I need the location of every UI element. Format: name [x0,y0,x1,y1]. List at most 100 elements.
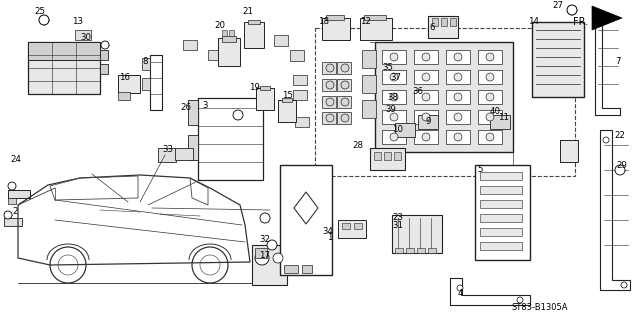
Text: 40: 40 [489,108,500,116]
Bar [175,148,193,160]
Bar [480,172,522,180]
Text: 23: 23 [392,213,403,222]
Bar [382,50,406,64]
Bar [282,98,292,102]
Text: 3: 3 [202,100,208,109]
Bar [532,22,584,97]
Bar [142,78,150,90]
Bar [480,228,522,236]
Text: 17: 17 [260,251,271,260]
Bar [278,100,296,122]
Bar [428,248,436,253]
Text: 31: 31 [392,220,403,229]
Circle shape [255,251,269,265]
Bar [222,30,227,36]
Bar [337,112,351,124]
Bar [394,152,401,160]
Text: 16: 16 [119,74,131,83]
Bar [441,18,447,26]
Bar [418,115,438,129]
Bar [480,200,522,208]
Bar [150,55,162,110]
Bar [478,110,502,124]
Bar [188,135,198,160]
Bar [280,165,332,275]
Bar [382,130,406,144]
Text: 39: 39 [385,106,396,115]
Circle shape [454,113,462,121]
Bar [364,15,386,20]
Bar [417,248,425,253]
Text: 37: 37 [390,74,401,83]
Bar [362,100,376,118]
Bar [478,90,502,104]
Text: 20: 20 [214,20,225,29]
Circle shape [454,73,462,81]
Circle shape [390,113,398,121]
Text: 32: 32 [260,236,271,244]
Bar [490,115,510,129]
Circle shape [326,81,334,89]
Text: 28: 28 [353,140,364,149]
Bar [100,64,108,74]
Circle shape [341,81,349,89]
Text: 13: 13 [73,18,84,27]
Bar [374,152,381,160]
Bar [244,22,264,48]
Text: 34: 34 [322,228,334,236]
Text: 6: 6 [429,23,434,33]
Bar [370,148,405,170]
Bar [322,112,336,124]
Bar [222,36,236,42]
Circle shape [341,98,349,106]
Text: 8: 8 [142,58,148,67]
Bar [218,38,240,66]
Text: 36: 36 [413,87,424,97]
Text: 15: 15 [283,91,293,100]
Bar [362,50,376,68]
Bar [229,30,234,36]
Bar [28,42,100,94]
Circle shape [457,285,463,291]
Bar [406,248,414,253]
Circle shape [422,133,430,141]
Bar [446,130,470,144]
Bar [414,130,438,144]
Text: 1: 1 [327,234,333,243]
Bar [360,18,392,40]
Circle shape [267,240,277,250]
Circle shape [621,282,627,288]
Bar [188,100,198,125]
Bar [293,75,307,85]
Text: FR.: FR. [573,17,588,27]
Text: 35: 35 [383,63,394,73]
Bar [362,75,376,93]
Bar [315,28,575,176]
Bar [432,18,438,26]
Polygon shape [592,6,622,30]
Circle shape [341,114,349,122]
Text: 7: 7 [615,58,621,67]
Circle shape [390,73,398,81]
Circle shape [101,41,109,49]
Circle shape [341,64,349,72]
Text: 27: 27 [553,2,563,11]
Bar [560,140,578,162]
Bar [395,248,403,253]
Text: 21: 21 [242,7,253,17]
Bar [446,70,470,84]
Bar [342,223,350,229]
Text: 4: 4 [457,289,463,298]
Circle shape [454,93,462,101]
Bar [382,110,406,124]
Bar [8,198,16,204]
Bar [326,15,344,20]
Bar [395,123,415,137]
Text: 10: 10 [392,125,403,134]
Bar [338,220,366,238]
Bar [183,40,197,50]
Circle shape [39,15,49,25]
Bar [480,186,522,194]
Text: 11: 11 [498,114,510,123]
Circle shape [326,64,334,72]
